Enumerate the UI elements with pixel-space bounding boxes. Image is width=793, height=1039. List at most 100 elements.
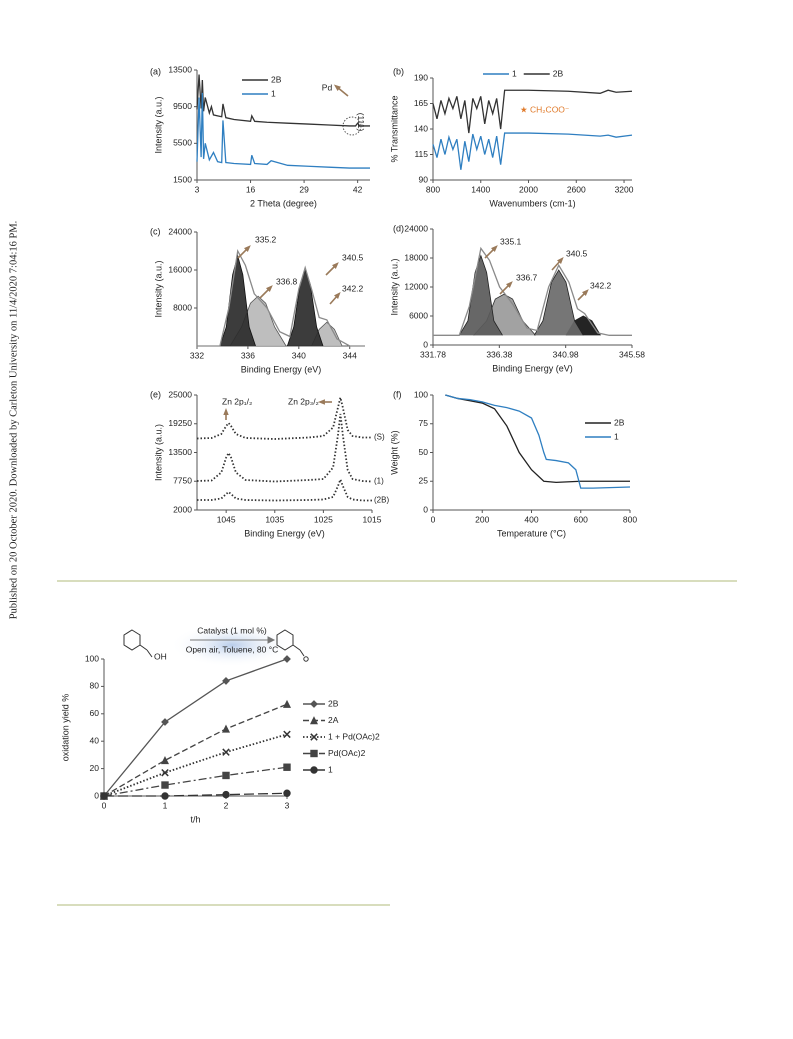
marker (160, 756, 170, 765)
annotation-arrowhead (582, 289, 589, 296)
annotation: 342.2 (590, 280, 612, 290)
x-tick-label: 600 (574, 514, 588, 524)
legend-label: 2B (271, 74, 282, 84)
chart: 0 25 50 75 100 0 200 400 600 800 Temperature (°C) W… (389, 389, 637, 538)
x-axis-label: t/h (190, 814, 200, 824)
reaction-scheme (123, 623, 309, 667)
series-line (445, 394, 631, 489)
chart: 8000 16000 24000 332 336 340 344 Binding Energy… (150, 226, 365, 374)
series-line (196, 397, 372, 440)
y-tick-label: 0 (423, 504, 428, 514)
legend-label: 1 (512, 68, 517, 78)
annotation-arrowhead (333, 84, 341, 91)
annotation: (111) (356, 113, 366, 132)
y-axis-label: % Transmittance (389, 95, 399, 162)
annotation: Catalyst (1 mol %) (197, 625, 267, 635)
y-axis-label: oxidation yield % (60, 694, 70, 762)
y-tick-label: 0 (94, 790, 99, 800)
y-tick-label: 80 (90, 681, 100, 691)
annotation-arrowhead (223, 408, 229, 415)
x-tick-label: 345.58 (619, 349, 645, 359)
marker (310, 766, 318, 774)
x-tick-label: 336 (241, 350, 255, 360)
marker (283, 730, 291, 739)
marker (310, 733, 318, 741)
x-tick-label: 1025 (314, 514, 333, 524)
y-tick-label: 5500 (173, 138, 192, 148)
chart: 0 20 40 60 80 100 0 1 2 3 t/h oxidation yield % 2B 2A… (60, 625, 380, 824)
series-line (103, 703, 288, 797)
legend-label: 1 + Pd(OAc)2 (328, 731, 380, 741)
y-tick-label: 0 (423, 339, 428, 349)
x-tick-label: 1 (163, 800, 168, 810)
annotation: 340.5 (566, 248, 588, 258)
series-label: (S) (374, 433, 385, 442)
marker (222, 677, 230, 685)
x-tick-label: 200 (475, 514, 489, 524)
y-tick-label: 115 (414, 149, 428, 159)
chart: 90 115 140 165 190 800 1400 2000 2600 3200 Wavenum… (389, 66, 633, 208)
series-line (432, 132, 633, 170)
y-tick-label: 19250 (168, 418, 192, 428)
x-tick-label: 29 (299, 184, 309, 194)
annotation-arrowhead (506, 281, 513, 288)
x-tick-label: 16 (246, 184, 256, 194)
x-tick-label: 344 (343, 350, 357, 360)
y-tick-label: 12000 (404, 281, 428, 291)
x-tick-label: 0 (431, 514, 436, 524)
annotation: 335.2 (255, 234, 277, 244)
annotation-arrowhead (334, 292, 341, 299)
x-axis-label: Binding Energy (eV) (492, 363, 573, 373)
legend-label: 2B (614, 417, 625, 427)
annotation-arrowhead (318, 399, 325, 405)
panel-label: (c) (150, 226, 161, 236)
series-label: (2B) (374, 496, 389, 505)
legend-label: 2A (328, 715, 339, 725)
x-axis-label: 2 Theta (degree) (250, 198, 317, 208)
annotation-arrowhead (557, 257, 564, 264)
marker (310, 700, 318, 708)
highlight-circle (342, 116, 362, 136)
y-tick-label: 16000 (168, 264, 192, 274)
annotation: 342.2 (342, 283, 364, 293)
x-tick-label: 1015 (363, 514, 382, 524)
y-tick-label: 2000 (173, 504, 192, 514)
panel-label: (e) (150, 389, 161, 399)
y-tick-label: 18000 (404, 252, 428, 262)
x-tick-label: 1045 (217, 514, 236, 524)
legend-label: 1 (614, 431, 619, 441)
series-line (432, 89, 633, 134)
x-tick-label: 336.38 (486, 349, 512, 359)
panel-label: (a) (150, 66, 161, 76)
y-tick-label: 25 (419, 476, 429, 486)
x-tick-label: 0 (102, 800, 107, 810)
legend-label: 1 (271, 88, 276, 98)
annotation: Zn 2p₁/₂ (222, 396, 252, 406)
y-tick-label: 24000 (404, 223, 428, 233)
marker (283, 655, 291, 663)
annotation: OH (154, 651, 167, 661)
x-tick-label: 1035 (265, 514, 284, 524)
annotation: Open air, Toluene, 80 °C (186, 644, 279, 654)
peak-area (286, 268, 324, 347)
x-tick-label: 800 (426, 184, 440, 194)
x-tick-label: 340.98 (553, 349, 579, 359)
y-tick-label: 90 (419, 174, 429, 184)
x-tick-label: 3 (195, 184, 200, 194)
series-line (196, 413, 373, 483)
marker (309, 716, 319, 725)
annotation: Zn 2p₃/₂ (288, 396, 319, 406)
legend-label: 2B (553, 68, 564, 78)
marker (100, 792, 108, 800)
chart: 0 6000 12000 18000 24000 331.78 336.38 340.98 34… (389, 223, 645, 373)
y-tick-label: 9500 (173, 101, 192, 111)
peak-area (458, 254, 503, 336)
y-tick-label: 40 (90, 735, 100, 745)
marker (221, 724, 231, 733)
marker (283, 789, 291, 797)
series-label: (1) (374, 477, 384, 486)
y-tick-label: 13500 (168, 64, 192, 74)
annotation-arrowhead (266, 285, 273, 292)
panel-label: (b) (393, 66, 404, 76)
